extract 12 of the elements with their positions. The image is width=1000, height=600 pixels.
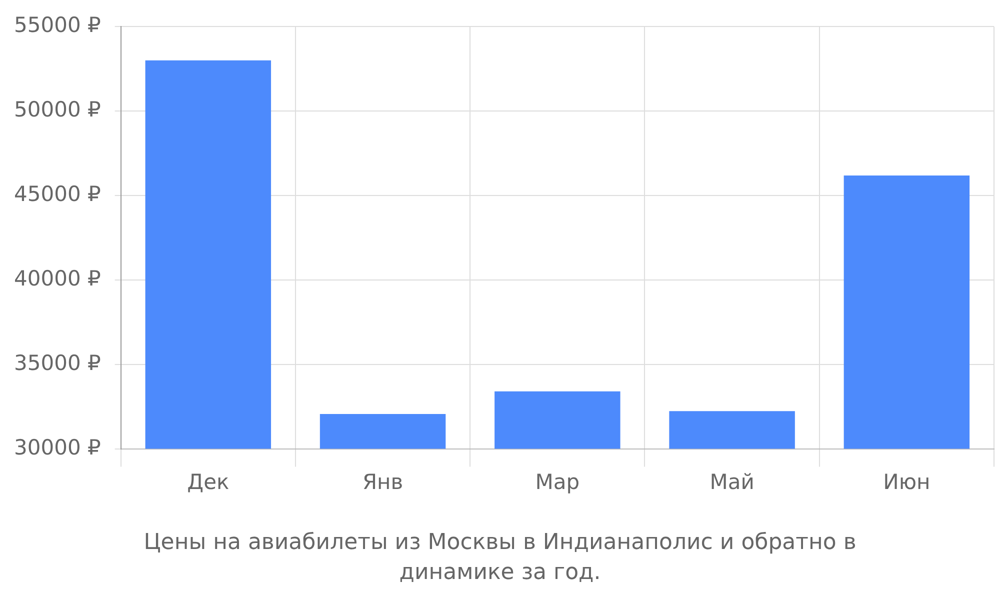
y-tick-label: 40000 ₽ — [14, 266, 101, 290]
x-tick-label: Мар — [535, 470, 580, 494]
x-tick-label: Янв — [362, 470, 404, 494]
y-tick-label: 50000 ₽ — [14, 97, 101, 122]
x-tick-label: Июн — [883, 470, 930, 494]
text: Цены на авиабилеты из Москвы в Индианаполис и обратно в динамике за год. — [142, 529, 858, 587]
x-tick-label: Дек — [187, 470, 230, 494]
y-tick-label: 45000 ₽ — [14, 182, 101, 206]
x-tick-label: Май — [710, 470, 754, 494]
y-tick-label: 30000 ₽ — [14, 435, 101, 460]
y-tick-label: 55000 ₽ — [14, 13, 101, 38]
y-tick-label: 35000 ₽ — [14, 350, 101, 375]
